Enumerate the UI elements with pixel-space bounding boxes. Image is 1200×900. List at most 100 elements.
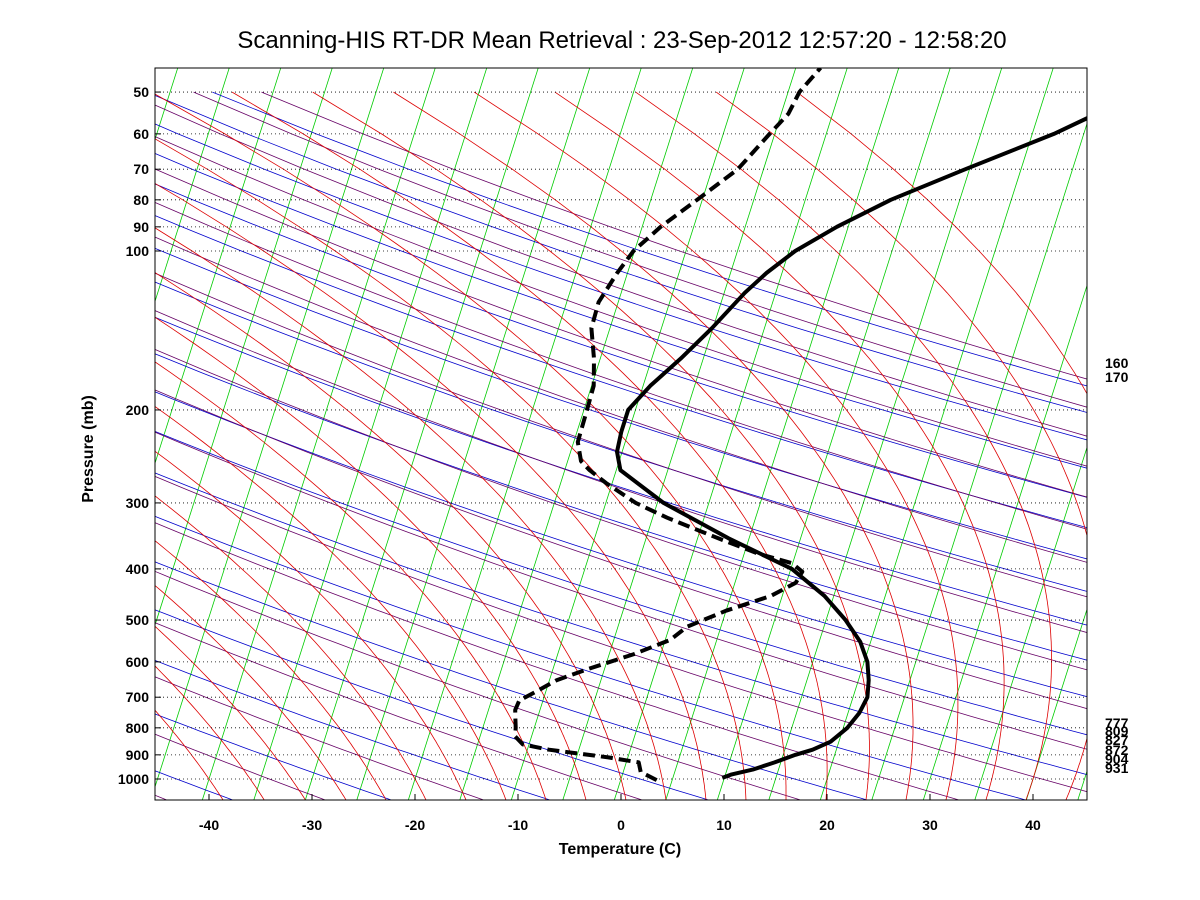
pressure-gridlines (155, 91, 1087, 780)
isotherm-line (974, 446, 1087, 800)
isotherm-line (155, 68, 230, 303)
saturated-adiabat-line (155, 625, 306, 800)
saturated-adiabat-line (155, 495, 427, 800)
x-tick-label: -40 (199, 817, 219, 833)
chart-title: Scanning-HIS RT-DR Mean Retrieval : 23-S… (237, 27, 1007, 54)
moist-adiabat-line (155, 431, 1087, 750)
isotherm-line (0, 68, 23, 801)
right-label: 170 (1105, 369, 1129, 385)
saturated-adiabat-line (473, 91, 959, 800)
isotherm-line (871, 122, 1087, 800)
moist-adiabat-line (155, 676, 485, 800)
saturated-adiabat-line (635, 91, 1052, 800)
isotherm-line (253, 68, 488, 800)
saturated-adiabat-line (312, 91, 870, 800)
x-axis-ticks: -40 -30 -20 -10 0 10 20 30 40 (199, 794, 1041, 833)
dry-adiabat-line (155, 316, 1087, 626)
dry-adiabat-line (155, 215, 1087, 529)
background-lines (0, 68, 1200, 801)
moist-adiabat-line (155, 168, 1087, 498)
isotherm-line (1181, 68, 1200, 801)
dry-adiabat-line (155, 353, 1087, 661)
saturated-adiabat-line (155, 93, 787, 800)
moist-adiabat-line (155, 272, 1087, 598)
moist-adiabat-line (155, 236, 1087, 563)
moist-adiabat-line (155, 136, 1087, 467)
right-label: 809 (1105, 723, 1129, 739)
moist-adiabat-line (155, 475, 1087, 793)
isotherm-line (922, 284, 1087, 800)
y-tick-label: 60 (133, 126, 149, 142)
moist-adiabat-line (155, 570, 802, 800)
dry-adiabat-line (155, 153, 1087, 469)
x-tick-label: 10 (716, 817, 732, 833)
x-tick-label: 30 (922, 817, 938, 833)
x-tick-label: 20 (819, 817, 835, 833)
y-tick-label: 500 (126, 612, 150, 628)
right-label: 827 (1105, 732, 1129, 748)
x-tick-label: 40 (1025, 817, 1041, 833)
moist-adiabat-line (155, 389, 1087, 710)
right-label: 904 (1105, 751, 1129, 767)
isotherm-line (562, 68, 797, 800)
isotherm-line (0, 68, 126, 801)
y-tick-label: 50 (133, 84, 149, 100)
moist-adiabat-line (155, 622, 644, 800)
y-axis-label: Pressure (mb) (80, 395, 97, 503)
dry-adiabat-line (155, 561, 869, 800)
right-label: 872 (1105, 742, 1129, 758)
y-tick-label: 900 (126, 747, 150, 763)
isotherm-line (155, 68, 385, 789)
dry-adiabat-line (155, 472, 1087, 776)
isotherm-line (1077, 769, 1087, 800)
y-axis-ticks: 50 60 70 80 90 100 200 300 400 500 600 700 800 900 100… (118, 84, 161, 787)
saturated-adiabat-line (155, 450, 467, 800)
y-tick-label: 90 (133, 219, 149, 235)
y-tick-label: 1000 (118, 771, 149, 787)
isotherm-line (819, 68, 1054, 800)
y-tick-label: 800 (126, 720, 150, 736)
saturated-adiabat-line (155, 665, 265, 800)
y-tick-label: 80 (133, 192, 149, 208)
dry-adiabat-line (212, 91, 1087, 387)
dry-adiabat-line (155, 659, 552, 800)
isotherm-line (356, 68, 591, 800)
y-tick-label: 100 (126, 243, 150, 259)
saturated-adiabat-line (155, 406, 507, 800)
dry-adiabat-line (155, 183, 1087, 498)
y-tick-label: 300 (126, 495, 150, 511)
x-tick-label: 0 (617, 817, 625, 833)
moist-adiabat-line (155, 522, 961, 800)
saturated-adiabat-line (155, 272, 627, 800)
isotherm-line (768, 68, 1003, 800)
saturated-adiabat-line (155, 227, 667, 800)
isotherm-line (201, 68, 436, 800)
x-axis-label: Temperature (C) (558, 841, 682, 858)
dry-adiabat-line (155, 431, 1087, 736)
isotherm-line (665, 68, 900, 800)
dry-adiabat-line (155, 95, 1087, 413)
saturated-adiabat-line (155, 182, 707, 800)
saturated-adiabat-line (155, 709, 224, 800)
isotherm-line (1129, 68, 1200, 801)
isotherm-line (0, 68, 75, 801)
dry-adiabat-line (155, 609, 710, 800)
saturated-adiabat-line (155, 540, 387, 800)
x-tick-label: -20 (405, 817, 425, 833)
dry-adiabat-line (155, 713, 393, 800)
moist-adiabat-line (155, 310, 1087, 633)
moist-adiabat-line (155, 201, 1087, 530)
sounding-series (513, 68, 1087, 782)
saturated-adiabat-line (715, 91, 1087, 800)
y-tick-label: 700 (126, 689, 150, 705)
saturated-adiabat-line (155, 138, 747, 800)
y-tick-label: 200 (126, 402, 150, 418)
x-tick-label: -30 (302, 817, 322, 833)
x-tick-label: -10 (508, 817, 528, 833)
temperature-profile-line (615, 116, 1087, 780)
isotherm-line (613, 68, 848, 800)
isotherm-line (155, 68, 333, 627)
isotherm-line (1025, 607, 1087, 800)
saturated-adiabat-line (231, 91, 828, 800)
